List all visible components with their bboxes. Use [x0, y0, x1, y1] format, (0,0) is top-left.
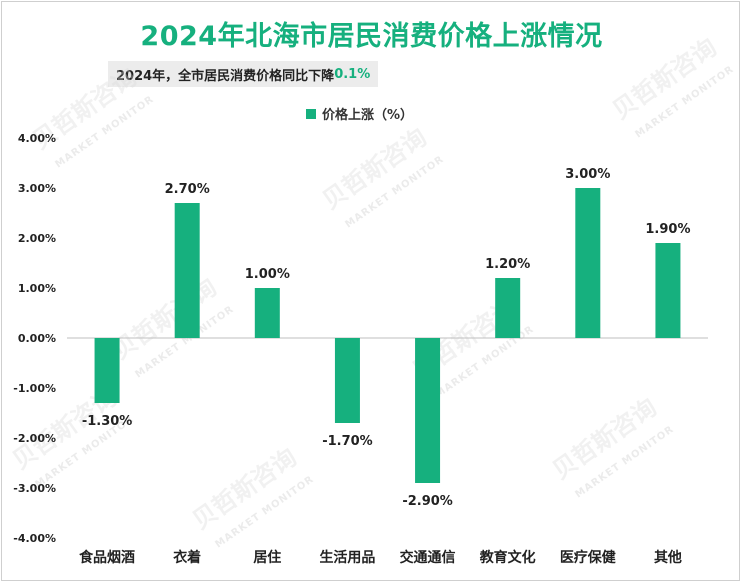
- y-tick-label: -3.00%: [13, 482, 56, 495]
- data-label: 1.90%: [645, 222, 690, 237]
- x-category-label: 生活用品: [319, 549, 375, 566]
- y-tick-label: 0.00%: [18, 332, 56, 345]
- y-tick-label: -1.00%: [13, 382, 56, 395]
- bar: [174, 203, 200, 338]
- subtitle-box: 2024年，全市居民消费价格同比下降 0.1%: [108, 61, 379, 87]
- value-labels: -1.30% 2.70% 1.00% -1.70% -2.90% 1.20% 3.00% 1.…: [82, 167, 691, 509]
- subtitle-highlight: 0.1%: [334, 66, 371, 82]
- bar: [94, 338, 120, 403]
- bars: [94, 188, 681, 483]
- data-label: 2.70%: [165, 182, 210, 197]
- x-category-label: 教育文化: [480, 549, 536, 566]
- bar: [334, 338, 360, 423]
- legend: 价格上涨（%）: [306, 107, 413, 123]
- y-tick-label: 4.00%: [18, 132, 56, 145]
- x-category-label: 衣着: [173, 549, 201, 566]
- x-category-label: 医疗保健: [560, 549, 616, 566]
- chart-title: 2024年北海市居民消费价格上涨情况: [140, 21, 603, 52]
- category-labels: 食品烟酒 衣着 居住 生活用品 交通通信 教育文化 医疗保健 其他: [79, 549, 682, 566]
- y-tick-label: 3.00%: [18, 182, 56, 195]
- data-label: -1.30%: [82, 414, 133, 429]
- data-label: -1.70%: [322, 434, 373, 449]
- x-category-label: 食品烟酒: [79, 549, 135, 566]
- y-axis-ticks: 4.00% 3.00% 2.00% 1.00% 0.00% -1.00% -2.00% -3.…: [13, 132, 56, 545]
- legend-swatch: [306, 109, 316, 119]
- bar: [415, 338, 441, 483]
- y-tick-label: 1.00%: [18, 282, 56, 295]
- data-label: 1.00%: [245, 267, 290, 282]
- y-tick-label: -4.00%: [13, 532, 56, 545]
- x-category-label: 其他: [654, 549, 682, 566]
- y-tick-label: 2.00%: [18, 232, 56, 245]
- legend-label: 价格上涨（%）: [322, 107, 413, 123]
- data-label: 3.00%: [565, 167, 610, 182]
- data-label: -2.90%: [402, 494, 453, 509]
- bar: [575, 188, 601, 338]
- y-tick-label: -2.00%: [13, 432, 56, 445]
- bar: [254, 288, 280, 338]
- bar: [495, 278, 521, 338]
- data-label: 1.20%: [485, 257, 530, 272]
- bar: [655, 243, 681, 338]
- x-category-label: 交通通信: [400, 549, 456, 566]
- x-category-label: 居住: [253, 549, 281, 566]
- subtitle-text: 2024年，全市居民消费价格同比下降: [116, 68, 335, 84]
